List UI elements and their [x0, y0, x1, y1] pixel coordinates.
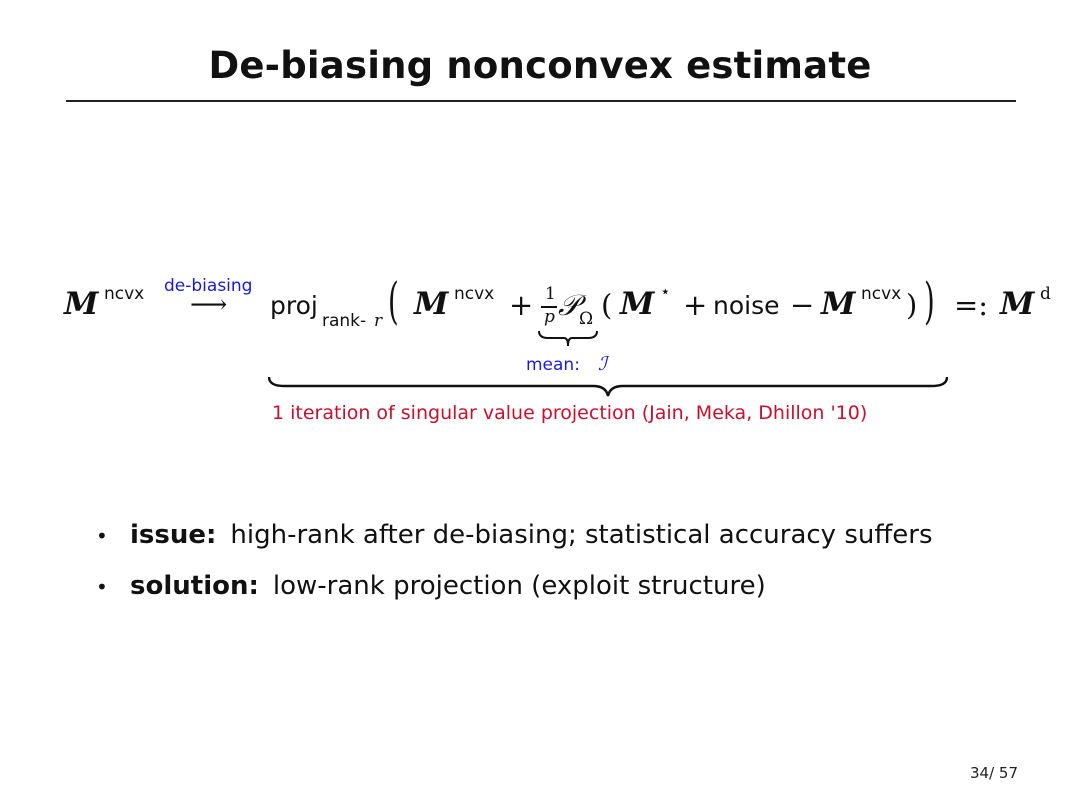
right-arrow: ⟶ — [190, 290, 228, 320]
plus-sign: + — [509, 288, 534, 322]
bullet-text: low-rank projection (exploit structure) — [272, 571, 766, 601]
lhs-superscript: ncvx — [104, 284, 145, 304]
open-paren: ( — [601, 288, 613, 322]
bullet-list: • issue: high-rank after de-biasing; sta… — [96, 510, 996, 612]
bullet-marker: • — [96, 524, 108, 548]
mean-label: mean: — [526, 355, 580, 375]
minus-sign: − — [790, 288, 815, 322]
close-paren: ) — [906, 288, 918, 322]
rhs-superscript: d — [1040, 284, 1051, 304]
star-superscript: ⋆ — [660, 282, 671, 302]
last-superscript: ncvx — [861, 284, 902, 304]
bullet-solution: • solution: low-rank projection (exploit… — [96, 561, 996, 612]
iteration-note: 1 iteration of singular value projection… — [272, 402, 868, 424]
big-left-paren: ( — [388, 272, 399, 330]
bullet-marker: • — [96, 575, 108, 599]
bullet-heading: issue: — [130, 520, 217, 550]
true-matrix-symbol: M — [620, 286, 655, 322]
fraction-bar — [541, 306, 557, 308]
defined-as-sign: =: — [954, 288, 989, 322]
plus-sign-2: + — [683, 288, 708, 322]
fraction-denominator: p — [544, 307, 555, 327]
inner-superscript: ncvx — [454, 284, 495, 304]
proj-operator: proj — [270, 291, 318, 320]
omega-subscript: Ω — [579, 309, 594, 329]
page-number: 34/ 57 — [970, 764, 1018, 782]
noise-term: noise — [713, 291, 780, 320]
bullet-text: high-rank after de-biasing; statistical … — [230, 520, 933, 550]
bullet-issue: • issue: high-rank after de-biasing; sta… — [96, 510, 996, 561]
mean-underbrace — [538, 330, 598, 347]
title-divider — [66, 100, 1016, 102]
slide-title: De-biasing nonconvex estimate — [208, 44, 872, 87]
fraction-numerator: 1 — [545, 284, 556, 304]
rhs-matrix-symbol: M — [1000, 286, 1035, 322]
lhs-matrix-symbol: M — [64, 286, 99, 322]
arrow-label: de-biasing — [164, 276, 253, 296]
projection-operator: 𝒫 — [558, 288, 579, 322]
bullet-heading: solution: — [130, 571, 259, 601]
last-matrix-symbol: M — [821, 286, 856, 322]
inner-matrix-symbol: M — [414, 286, 449, 322]
proj-subscript-var: r — [374, 311, 383, 331]
iteration-underbrace — [268, 376, 948, 397]
big-right-paren: ) — [924, 272, 935, 330]
proj-subscript: rank- — [322, 311, 367, 331]
mean-identity-symbol: ℐ — [598, 353, 607, 375]
